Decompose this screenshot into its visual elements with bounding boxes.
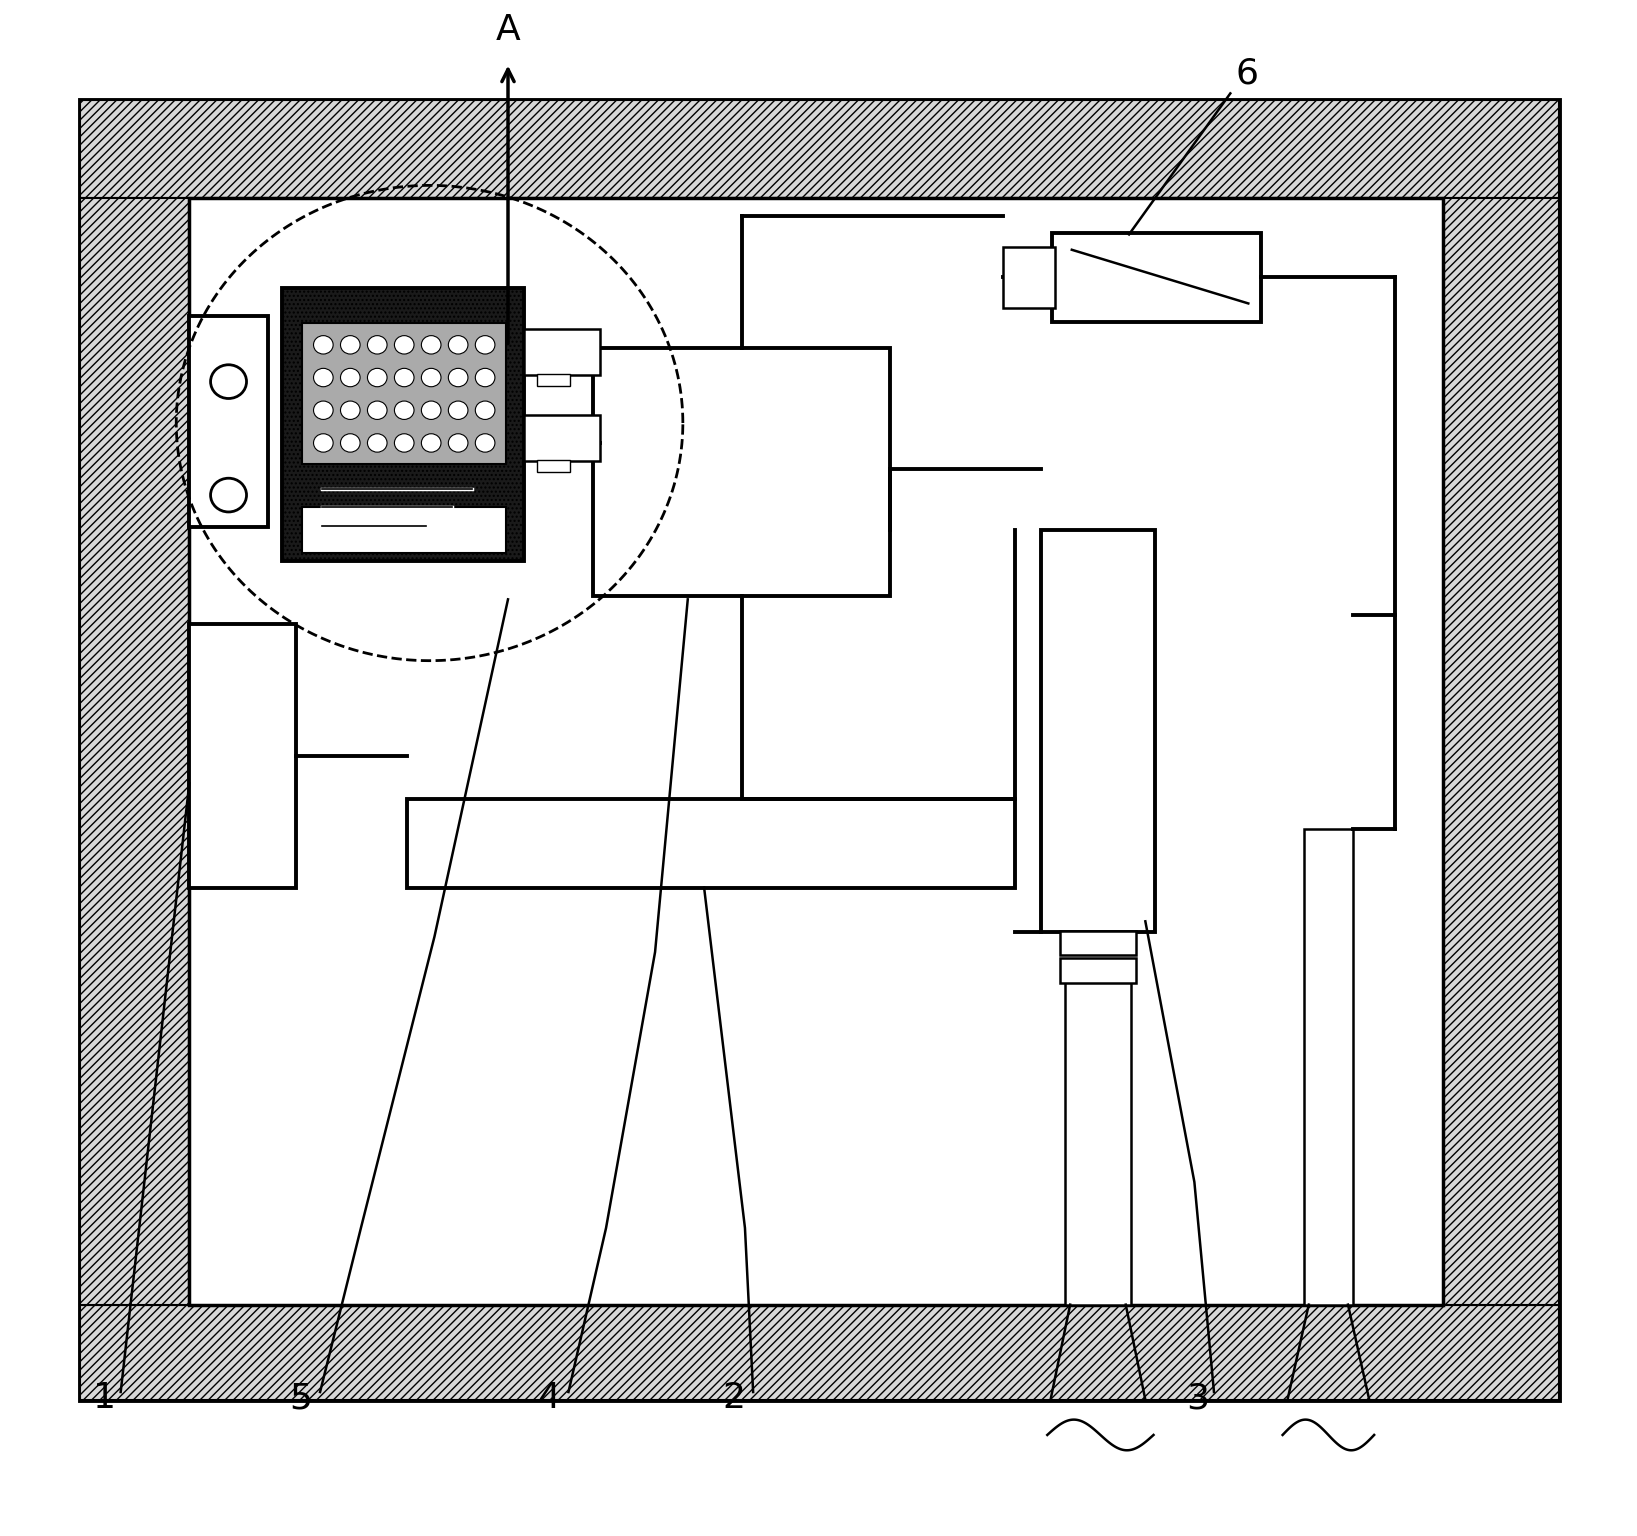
Bar — [406, 799, 1015, 888]
Circle shape — [395, 433, 414, 452]
Bar — [80, 198, 190, 1304]
Bar — [190, 198, 1442, 1304]
Circle shape — [421, 369, 440, 387]
Bar — [303, 324, 506, 464]
Bar — [303, 507, 506, 553]
Circle shape — [421, 433, 440, 452]
Circle shape — [475, 433, 494, 452]
Bar — [190, 624, 296, 888]
Bar — [1041, 530, 1156, 932]
Circle shape — [211, 478, 247, 511]
Circle shape — [475, 336, 494, 353]
Circle shape — [421, 336, 440, 353]
Bar — [524, 330, 599, 375]
Circle shape — [367, 401, 386, 419]
Circle shape — [211, 364, 247, 398]
Circle shape — [367, 336, 386, 353]
Text: 5: 5 — [290, 1381, 313, 1415]
Circle shape — [367, 369, 386, 387]
Circle shape — [395, 369, 414, 387]
Text: 6: 6 — [1236, 57, 1259, 91]
Bar — [190, 316, 268, 527]
Circle shape — [340, 336, 360, 353]
Text: 4: 4 — [537, 1381, 560, 1415]
Bar — [1066, 980, 1131, 1304]
Bar — [1442, 198, 1558, 1304]
Circle shape — [475, 401, 494, 419]
Circle shape — [340, 369, 360, 387]
Text: 3: 3 — [1187, 1381, 1210, 1415]
Text: 2: 2 — [722, 1381, 745, 1415]
Circle shape — [449, 401, 468, 419]
Text: 1: 1 — [93, 1381, 116, 1415]
Bar — [80, 100, 1558, 198]
Circle shape — [314, 401, 334, 419]
Circle shape — [421, 401, 440, 419]
Bar — [80, 1304, 1558, 1399]
Circle shape — [367, 433, 386, 452]
Bar — [1053, 233, 1262, 323]
Circle shape — [395, 401, 414, 419]
Circle shape — [395, 336, 414, 353]
Circle shape — [340, 433, 360, 452]
Bar — [537, 459, 570, 472]
Bar — [283, 289, 524, 561]
Bar — [1303, 829, 1352, 1304]
Circle shape — [449, 433, 468, 452]
Circle shape — [449, 369, 468, 387]
Text: A: A — [496, 14, 521, 48]
Bar — [593, 347, 891, 596]
Circle shape — [340, 401, 360, 419]
Bar — [1003, 247, 1056, 309]
Circle shape — [475, 369, 494, 387]
Bar — [537, 373, 570, 386]
Bar — [1061, 931, 1136, 955]
Bar — [80, 100, 1558, 1399]
Circle shape — [314, 336, 334, 353]
Bar — [524, 415, 599, 461]
Circle shape — [314, 433, 334, 452]
Circle shape — [449, 336, 468, 353]
Bar — [1061, 958, 1136, 983]
Circle shape — [314, 369, 334, 387]
